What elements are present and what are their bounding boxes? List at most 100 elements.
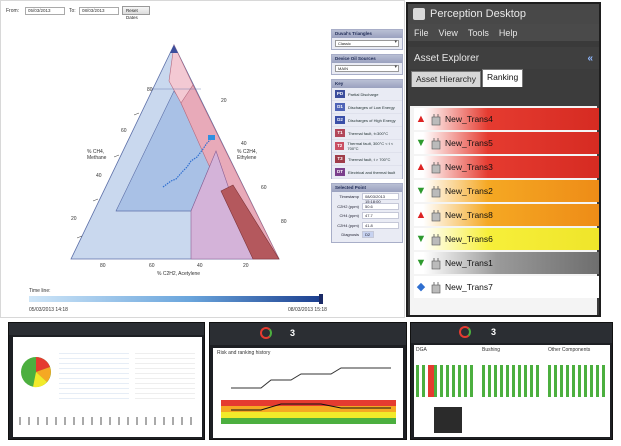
menu-view[interactable]: View [438, 27, 458, 38]
ranking-row[interactable]: ▲ New_Trans8 [414, 204, 599, 226]
ranking-row[interactable]: ▼ New_Trans1 [414, 252, 599, 274]
duval-triangle-panel: From: 05/03/2013 To: 08/03/2013 Reset Da… [0, 0, 405, 318]
triangle-area-t3 [220, 184, 280, 260]
transformer-icon [431, 257, 441, 269]
collapse-icon[interactable]: « [587, 52, 593, 64]
gauge-icon [260, 327, 272, 339]
oil-source-heading: Device Oil Sources [332, 55, 402, 63]
ranking-row[interactable]: ▼ New_Trans5 [414, 132, 599, 154]
trend-down-icon: ▼ [415, 137, 427, 149]
key-heading: Key [332, 80, 402, 88]
key-row-d1: D1 Discharges of Low Energy [332, 101, 402, 114]
to-label: To: [69, 8, 76, 14]
ranking-row[interactable]: ▼ New_Trans6 [414, 228, 599, 250]
tick-bottom-20: 20 [243, 263, 249, 269]
selected-point-marker[interactable] [208, 135, 215, 140]
timeline-slider[interactable] [29, 296, 321, 302]
asset-name: New_Trans1 [445, 258, 493, 268]
axis-label-acetylene: % C2H2, Acetylene [157, 271, 201, 277]
risk-value: 3 [491, 327, 497, 337]
key-row-dt: DT Electrical and thermal fault [332, 166, 402, 179]
app-icon [413, 8, 425, 20]
ranking-row[interactable]: ▲ New_Trans3 [414, 156, 599, 178]
axis-label-ethylene: % C2H4, Ethylene [237, 149, 258, 161]
tick-right-40: 40 [241, 141, 247, 147]
transformer-icon [431, 137, 441, 149]
from-date-input[interactable]: 05/03/2013 [25, 7, 65, 15]
mini-trend [434, 407, 462, 433]
triangles-box: Duval's Triangles Classic [331, 29, 403, 50]
sp-row-c2h2: C2H2 (ppm) 50.6 [332, 202, 402, 212]
screenshot-2-header: 3 [210, 323, 406, 345]
transformer-icon [431, 281, 441, 293]
selected-point-box: Selected Point Timestamp 08/03/2013 15:18… [331, 183, 403, 243]
dga-bars [416, 365, 476, 397]
section-other-components: Other Components [548, 347, 591, 353]
transformer-icon [431, 233, 441, 245]
tick-left-80: 80 [147, 87, 153, 93]
asset-name: New_Trans2 [445, 186, 493, 196]
sp-row-c2h4: C2H4 (ppm) 41.8 [332, 221, 402, 231]
key-row-pd: PD Partial Discharge [332, 88, 402, 101]
other-bars [548, 365, 606, 397]
key-row-d2: D2 Discharges of High Energy [332, 114, 402, 127]
alarm-bar [428, 365, 434, 397]
tick-left-60: 60 [121, 128, 127, 134]
ranking-row[interactable]: ▲ New_Trans4 [414, 108, 599, 130]
trend-up-icon: ▲ [415, 161, 427, 173]
duval-triangle-chart [70, 43, 280, 260]
section-dga: DGA [416, 347, 427, 353]
oil-source-select[interactable]: MAIN [335, 65, 399, 72]
axis-label-methane: % CH4, Methane [87, 149, 107, 161]
trend-down-icon: ▼ [415, 185, 427, 197]
reset-dates-button[interactable]: Reset Dates [122, 6, 150, 20]
asset-name: New_Trans6 [445, 234, 493, 244]
ranking-row[interactable]: ◆ New_Trans7 [414, 276, 599, 298]
tick-bottom-60: 60 [149, 263, 155, 269]
ranking-list: ▲ New_Trans4 ▼ New_Trans5 ▲ New_Trans3 ▼… [410, 106, 599, 315]
menu-help[interactable]: Help [498, 27, 518, 38]
detail-table [135, 349, 195, 399]
trend-down-icon: ▼ [415, 233, 427, 245]
oil-source-box: Device Oil Sources MAIN [331, 54, 403, 75]
history-title: Risk and ranking history [217, 350, 271, 356]
trend-up-icon: ▲ [415, 113, 427, 125]
tick-bottom-80: 80 [100, 263, 106, 269]
trend-up-icon: ▲ [415, 209, 427, 221]
transformer-icon [431, 113, 441, 125]
perception-desktop-window: Perception Desktop File View Tools Help … [406, 2, 601, 317]
tab-asset-hierarchy[interactable]: Asset Hierarchy [411, 71, 481, 87]
triangles-select[interactable]: Classic [335, 40, 399, 47]
window-titlebar: Perception Desktop [408, 4, 599, 24]
window-title: Perception Desktop [430, 8, 526, 20]
transformer-icon [431, 185, 441, 197]
menu-file[interactable]: File [414, 27, 429, 38]
tick-right-20: 20 [221, 98, 227, 104]
gauge-icon [459, 326, 471, 338]
screenshot-2-content: Risk and ranking history [213, 348, 403, 438]
to-date-input[interactable]: 08/03/2013 [79, 7, 119, 15]
explorer-tabs: Asset Hierarchy Ranking [408, 69, 599, 87]
timeline-start: 05/03/2013 14:18 [29, 307, 68, 313]
timeline-handle[interactable] [319, 294, 323, 304]
screenshot-1-content [13, 337, 202, 437]
tab-ranking[interactable]: Ranking [482, 69, 524, 87]
key-box: Key PD Partial Discharge D1 Discharges of … [331, 79, 403, 179]
tick-left-40: 40 [96, 173, 102, 179]
triangle-area-pd [170, 45, 178, 53]
menu-tools[interactable]: Tools [467, 27, 489, 38]
timeline-label: Time line: [29, 288, 51, 294]
selected-point-heading: Selected Point [332, 184, 402, 192]
asset-table [59, 349, 129, 399]
key-row-t3: T3 Thermal fault, t > 700°C [332, 153, 402, 166]
trend-down-icon: ▼ [415, 257, 427, 269]
dashboard-screenshot-2: 3 Risk and ranking history [209, 322, 407, 440]
tick-left-20: 20 [71, 216, 77, 222]
bushing-bars [482, 365, 542, 397]
screenshot-1-header [9, 323, 204, 335]
risk-value: 3 [290, 328, 296, 338]
tick-right-80: 80 [281, 219, 287, 225]
asset-name: New_Trans7 [445, 282, 493, 292]
ranking-row[interactable]: ▼ New_Trans2 [414, 180, 599, 202]
